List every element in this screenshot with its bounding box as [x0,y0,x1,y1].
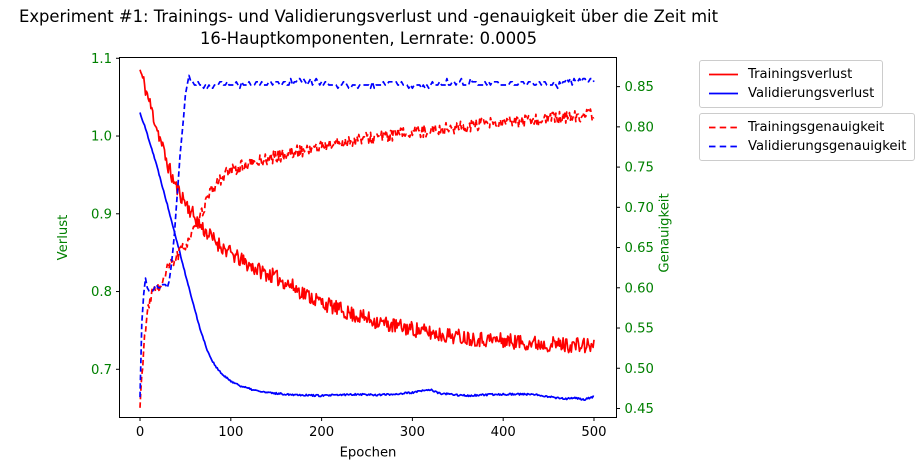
left-axis-tick-label: 0.8 [91,285,112,300]
left-axis-tick-label: 1.1 [91,52,112,67]
legend-entry-trainingsverlust: Trainingsverlust [708,65,874,84]
legend-label: Trainingsverlust [748,67,853,82]
plot-frame [119,57,617,418]
series-trainingsgenauigkeit-line [139,108,595,408]
validierungsgenauigkeit-dashed-line-swatch-icon [709,145,738,148]
series-validierungsverlust-line [139,112,595,402]
right-axis-tick-label: 0.75 [625,161,654,176]
x-axis-tick-label: 500 [581,425,606,440]
series-group [139,69,595,408]
series-trainingsverlust-line [139,69,595,354]
legend-loss: Trainingsverlust Validierungsverlust [699,60,884,108]
chart-title-line1: Experiment #1: Trainings- und Validierun… [18,7,719,26]
x-axis-tick-label: 0 [136,425,144,440]
chart-title: Experiment #1: Trainings- und Validierun… [0,6,737,49]
x-axis-tick-label: 100 [218,425,243,440]
x-axis-tick-label: 300 [400,425,425,440]
legend-entry-trainingsgenauigkeit: Trainingsgenauigkeit [708,118,906,137]
right-axis-tick-label: 0.50 [625,362,654,377]
left-y-axis-label: Verlust [56,215,71,261]
series-validierungsgenauigkeit-line [139,74,595,398]
legend-entry-validierungsgenauigkeit: Validierungsgenauigkeit [708,137,906,156]
x-axis-tick-label: 400 [491,425,516,440]
validierungsverlust-line-swatch-icon [709,92,738,95]
trainingsverlust-line-swatch-icon [709,73,738,76]
right-axis-tick-label: 0.65 [625,241,654,256]
right-axis-tick-label: 0.60 [625,281,654,296]
trainingsgenauigkeit-dashed-line-swatch-icon [709,126,738,129]
right-axis-tick-label: 0.85 [625,80,654,95]
chart-title-line2: 16-Hauptkomponenten, Lernrate: 0.0005 [199,28,538,48]
legend-label: Trainingsgenauigkeit [748,120,885,135]
legend-label: Validierungsverlust [748,86,875,101]
right-axis-tick-label: 0.55 [625,322,654,337]
left-axis-tick-label: 0.9 [91,207,112,222]
legend-entry-validierungsverlust: Validierungsverlust [708,84,874,103]
right-axis-tick-label: 0.70 [625,201,654,216]
left-axis-tick-label: 1.0 [91,130,112,145]
x-axis-tick-label: 200 [309,425,334,440]
legend-accuracy: Trainingsgenauigkeit Validierungsgenauig… [699,113,916,161]
right-axis-tick-label: 0.45 [625,402,654,417]
legend-label: Validierungsgenauigkeit [748,139,907,154]
right-axis-tick-label: 0.80 [625,120,654,135]
x-axis-label: Epochen [340,446,397,461]
left-axis-tick-label: 0.7 [91,363,112,378]
right-y-axis-label: Genauigkeit [658,193,673,272]
